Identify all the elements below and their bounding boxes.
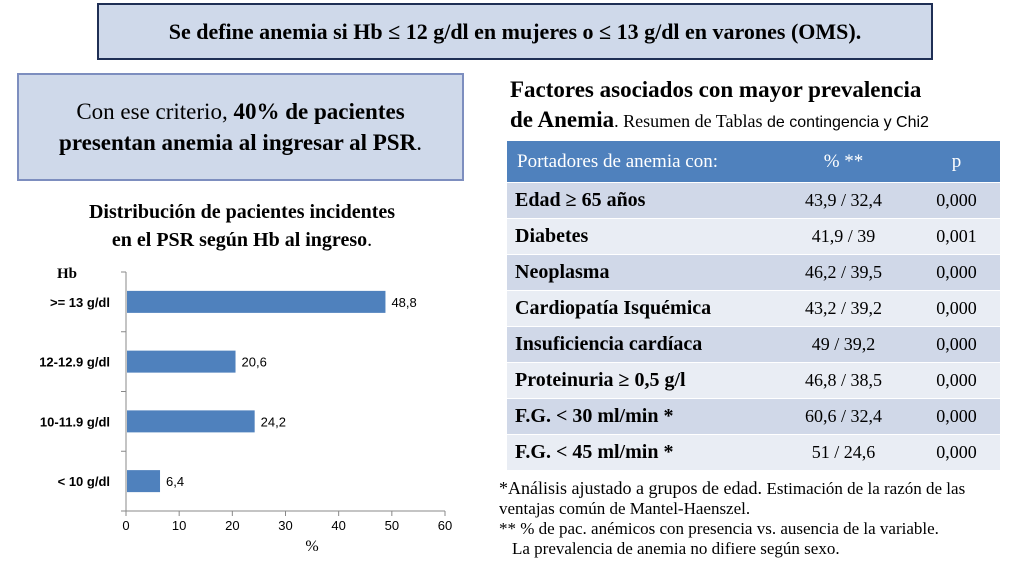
criteria-percent: 40% — [233, 99, 280, 124]
definition-banner: Se define anemia si Hb ≤ 12 g/dl en muje… — [97, 3, 933, 60]
definition-text: Se define anemia si Hb ≤ 12 g/dl en muje… — [168, 18, 862, 44]
factors-table: Portadores de anemia con: % ** p Edad ≥ … — [507, 141, 1000, 470]
chart-heading-suffix: . — [367, 229, 373, 251]
p-value-cell: 0,000 — [913, 362, 1000, 399]
x-axis-label: % — [305, 538, 318, 555]
p-value-cell: 0,000 — [913, 182, 1000, 219]
category-label: 10-11.9 g/dl — [40, 414, 110, 429]
p-value-cell: 0,000 — [913, 434, 1000, 470]
table-row: Proteinuria ≥ 0,5 g/l 46,8 / 38,5 0,000 — [507, 362, 1000, 399]
data-label: 6,4 — [166, 474, 184, 489]
criteria-box: Con ese criterio, 40% de pacientes prese… — [17, 73, 464, 181]
footnote-sex: La prevalencia de anemia no difiere segú… — [512, 539, 840, 558]
factor-cell: Diabetes — [507, 218, 774, 255]
percent-cell: 51 / 24,6 — [774, 434, 913, 470]
factor-cell: Proteinuria ≥ 0,5 g/l — [507, 362, 774, 399]
data-label: 24,2 — [261, 414, 286, 429]
criteria-text: Con ese criterio, 40% de pacientes prese… — [59, 96, 422, 158]
p-value-cell: 0,000 — [913, 398, 1000, 435]
criteria-middle: de pacientes — [279, 99, 405, 124]
x-tick-label: 0 — [122, 518, 129, 533]
footnote-adjusted: *Análisis ajustado a grupos de edad. Est… — [499, 478, 1019, 519]
category-label: < 10 g/dl — [58, 474, 110, 489]
category-label: 12-12.9 g/dl — [39, 355, 110, 370]
y-axis-label: Hb — [57, 266, 77, 282]
table-header-row: Portadores de anemia con: % ** p — [507, 141, 1000, 183]
factor-cell: F.G. < 45 ml/min * — [507, 434, 774, 470]
bar — [127, 470, 161, 493]
x-tick-label: 50 — [385, 518, 399, 533]
factors-heading: Factores asociados con mayor prevalencia… — [510, 75, 1010, 138]
factor-cell: Edad ≥ 65 años — [507, 182, 774, 219]
bar — [127, 410, 255, 433]
factors-title-bold: de Anemia — [510, 107, 615, 132]
factors-title-sans: de contingencia y Chi2 — [767, 114, 929, 131]
table-row: F.G. < 45 ml/min * 51 / 24,6 0,000 — [507, 434, 1000, 470]
table-row: Cardiopatía Isquémica 43,2 / 39,2 0,000 — [507, 290, 1000, 327]
table-row: Insuficiencia cardíaca 49 / 39,2 0,000 — [507, 326, 1000, 363]
criteria-line2: presentan anemia al ingresar al PSR — [59, 130, 417, 155]
factors-title-rest: . Resumen de Tablas — [614, 111, 768, 131]
data-label: 48,8 — [391, 295, 416, 310]
footnote-adjusted-b: Estimación de la razón de las ventajas c… — [499, 479, 966, 518]
factor-cell: Cardiopatía Isquémica — [507, 290, 774, 327]
footnote-adjusted-a: *Análisis ajustado a grupos de edad. — [499, 478, 767, 498]
chart-heading-line2: en el PSR según Hb al ingreso — [111, 229, 368, 251]
percent-cell: 49 / 39,2 — [774, 326, 913, 363]
x-tick-label: 40 — [331, 518, 345, 533]
table-row: F.G. < 30 ml/min * 60,6 / 32,4 0,000 — [507, 398, 1000, 435]
factor-cell: Insuficiencia cardíaca — [507, 326, 774, 363]
percent-cell: 46,2 / 39,5 — [774, 254, 913, 291]
p-value-cell: 0,000 — [913, 326, 1000, 363]
data-label: 20,6 — [242, 355, 267, 370]
x-tick-label: 30 — [278, 518, 292, 533]
bar — [127, 290, 386, 313]
percent-cell: 41,9 / 39 — [774, 218, 913, 255]
footnote-percent: ** % de pac. anémicos con presencia vs. … — [499, 519, 939, 538]
footnotes: *Análisis ajustado a grupos de edad. Est… — [499, 478, 1019, 559]
table-row: Neoplasma 46,2 / 39,5 0,000 — [507, 254, 1000, 291]
factor-cell: F.G. < 30 ml/min * — [507, 398, 774, 435]
factor-cell: Neoplasma — [507, 254, 774, 291]
category-label: >= 13 g/dl — [50, 295, 110, 310]
hb-distribution-chart: Hb >= 13 g/dl 48,8 12-12.9 g/dl 20,6 10-11.9 … — [39, 266, 452, 555]
chart-heading: Distribución de pacientes incidentes en … — [40, 198, 444, 254]
percent-cell: 43,2 / 39,2 — [774, 290, 913, 327]
table-row: Edad ≥ 65 años 43,9 / 32,4 0,000 — [507, 182, 1000, 219]
x-tick-label: 10 — [172, 518, 186, 533]
x-tick-label: 60 — [438, 518, 452, 533]
table-row: Diabetes 41,9 / 39 0,001 — [507, 218, 1000, 255]
col-header-percent: % ** — [774, 141, 913, 183]
factors-title-line1: Factores asociados con mayor prevalencia — [510, 77, 922, 102]
percent-cell: 43,9 / 32,4 — [774, 182, 913, 219]
chart-heading-line1: Distribución de pacientes incidentes — [88, 201, 396, 223]
percent-cell: 46,8 / 38,5 — [774, 362, 913, 399]
p-value-cell: 0,000 — [913, 290, 1000, 327]
bar — [127, 350, 236, 373]
p-value-cell: 0,000 — [913, 254, 1000, 291]
criteria-prefix: Con ese criterio, — [76, 99, 234, 124]
x-tick-label: 20 — [225, 518, 239, 533]
p-value-cell: 0,001 — [913, 218, 1000, 255]
percent-cell: 60,6 / 32,4 — [774, 398, 913, 435]
col-header-p: p — [913, 141, 1000, 183]
criteria-suffix: . — [416, 130, 422, 155]
col-header-factor: Portadores de anemia con: — [507, 141, 774, 183]
